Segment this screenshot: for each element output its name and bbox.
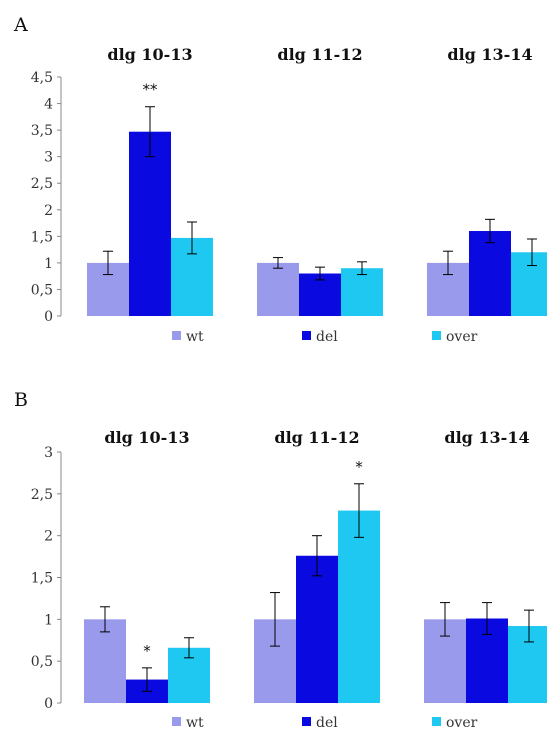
category-label: dlg 10-13 bbox=[107, 45, 192, 64]
bar-over bbox=[511, 252, 547, 316]
y-tick-label: 0,5 bbox=[31, 654, 53, 670]
legend-swatch-del bbox=[302, 717, 311, 726]
y-tick-label: 2,5 bbox=[31, 487, 53, 503]
y-tick-label: 0 bbox=[44, 696, 53, 712]
bar-del bbox=[299, 273, 341, 316]
y-tick-label: 4,5 bbox=[31, 70, 53, 86]
chart-panel-a: A 0 0,5 1 1,5 2 2,5 3 3,5 4 4,5 dlg 10-13 dlg 11-12 d… bbox=[13, 14, 547, 345]
legend-swatch-over bbox=[432, 717, 441, 726]
legend-swatch-del bbox=[302, 331, 311, 340]
y-tick-label: 0,5 bbox=[31, 282, 53, 298]
legend-swatch-wt bbox=[172, 331, 181, 340]
legend-label-wt: wt bbox=[186, 329, 204, 345]
legend-label-del: del bbox=[316, 329, 338, 345]
y-tick-label: 0 bbox=[44, 309, 53, 325]
y-tick-label: 1 bbox=[44, 612, 53, 628]
panel-label: B bbox=[14, 389, 28, 411]
category-label: dlg 13-14 bbox=[444, 428, 529, 447]
y-tick-label: 3 bbox=[44, 150, 53, 166]
legend-swatch-over bbox=[432, 331, 441, 340]
legend-swatch-wt bbox=[172, 717, 181, 726]
y-tick-label: 3 bbox=[44, 445, 53, 461]
category-label: dlg 11-12 bbox=[274, 428, 359, 447]
chart-panel-b: B 0 0,5 1 1,5 2 2,5 3 dlg 10-13 dlg 11-12 dlg 13-1… bbox=[14, 389, 547, 731]
bar-del bbox=[296, 555, 338, 703]
significance-marker: * bbox=[143, 642, 151, 660]
category-label: dlg 13-14 bbox=[447, 45, 532, 64]
category-label: dlg 11-12 bbox=[277, 45, 362, 64]
y-tick-label: 2 bbox=[44, 529, 53, 545]
legend-label-del: del bbox=[316, 715, 338, 731]
bar-over bbox=[508, 626, 547, 703]
y-tick-label: 1,5 bbox=[31, 229, 53, 245]
significance-marker: ** bbox=[143, 81, 159, 99]
y-tick-label: 4 bbox=[44, 97, 53, 113]
panel-label: A bbox=[13, 14, 28, 36]
bar-wt bbox=[257, 262, 299, 316]
y-tick-label: 2,5 bbox=[31, 176, 53, 192]
bar-del bbox=[129, 131, 171, 316]
y-tick-label: 2 bbox=[44, 203, 53, 219]
bar-over bbox=[341, 268, 383, 316]
legend-label-over: over bbox=[446, 329, 478, 345]
bar-del bbox=[469, 231, 511, 316]
y-tick-label: 3,5 bbox=[31, 123, 53, 139]
y-tick-label: 1,5 bbox=[31, 571, 53, 587]
bar-over bbox=[338, 510, 380, 703]
legend-label-over: over bbox=[446, 715, 478, 731]
legend-label-wt: wt bbox=[186, 715, 204, 731]
significance-marker: * bbox=[355, 458, 363, 476]
category-label: dlg 10-13 bbox=[104, 428, 189, 447]
y-tick-label: 1 bbox=[44, 256, 53, 272]
bar-wt bbox=[84, 619, 126, 703]
